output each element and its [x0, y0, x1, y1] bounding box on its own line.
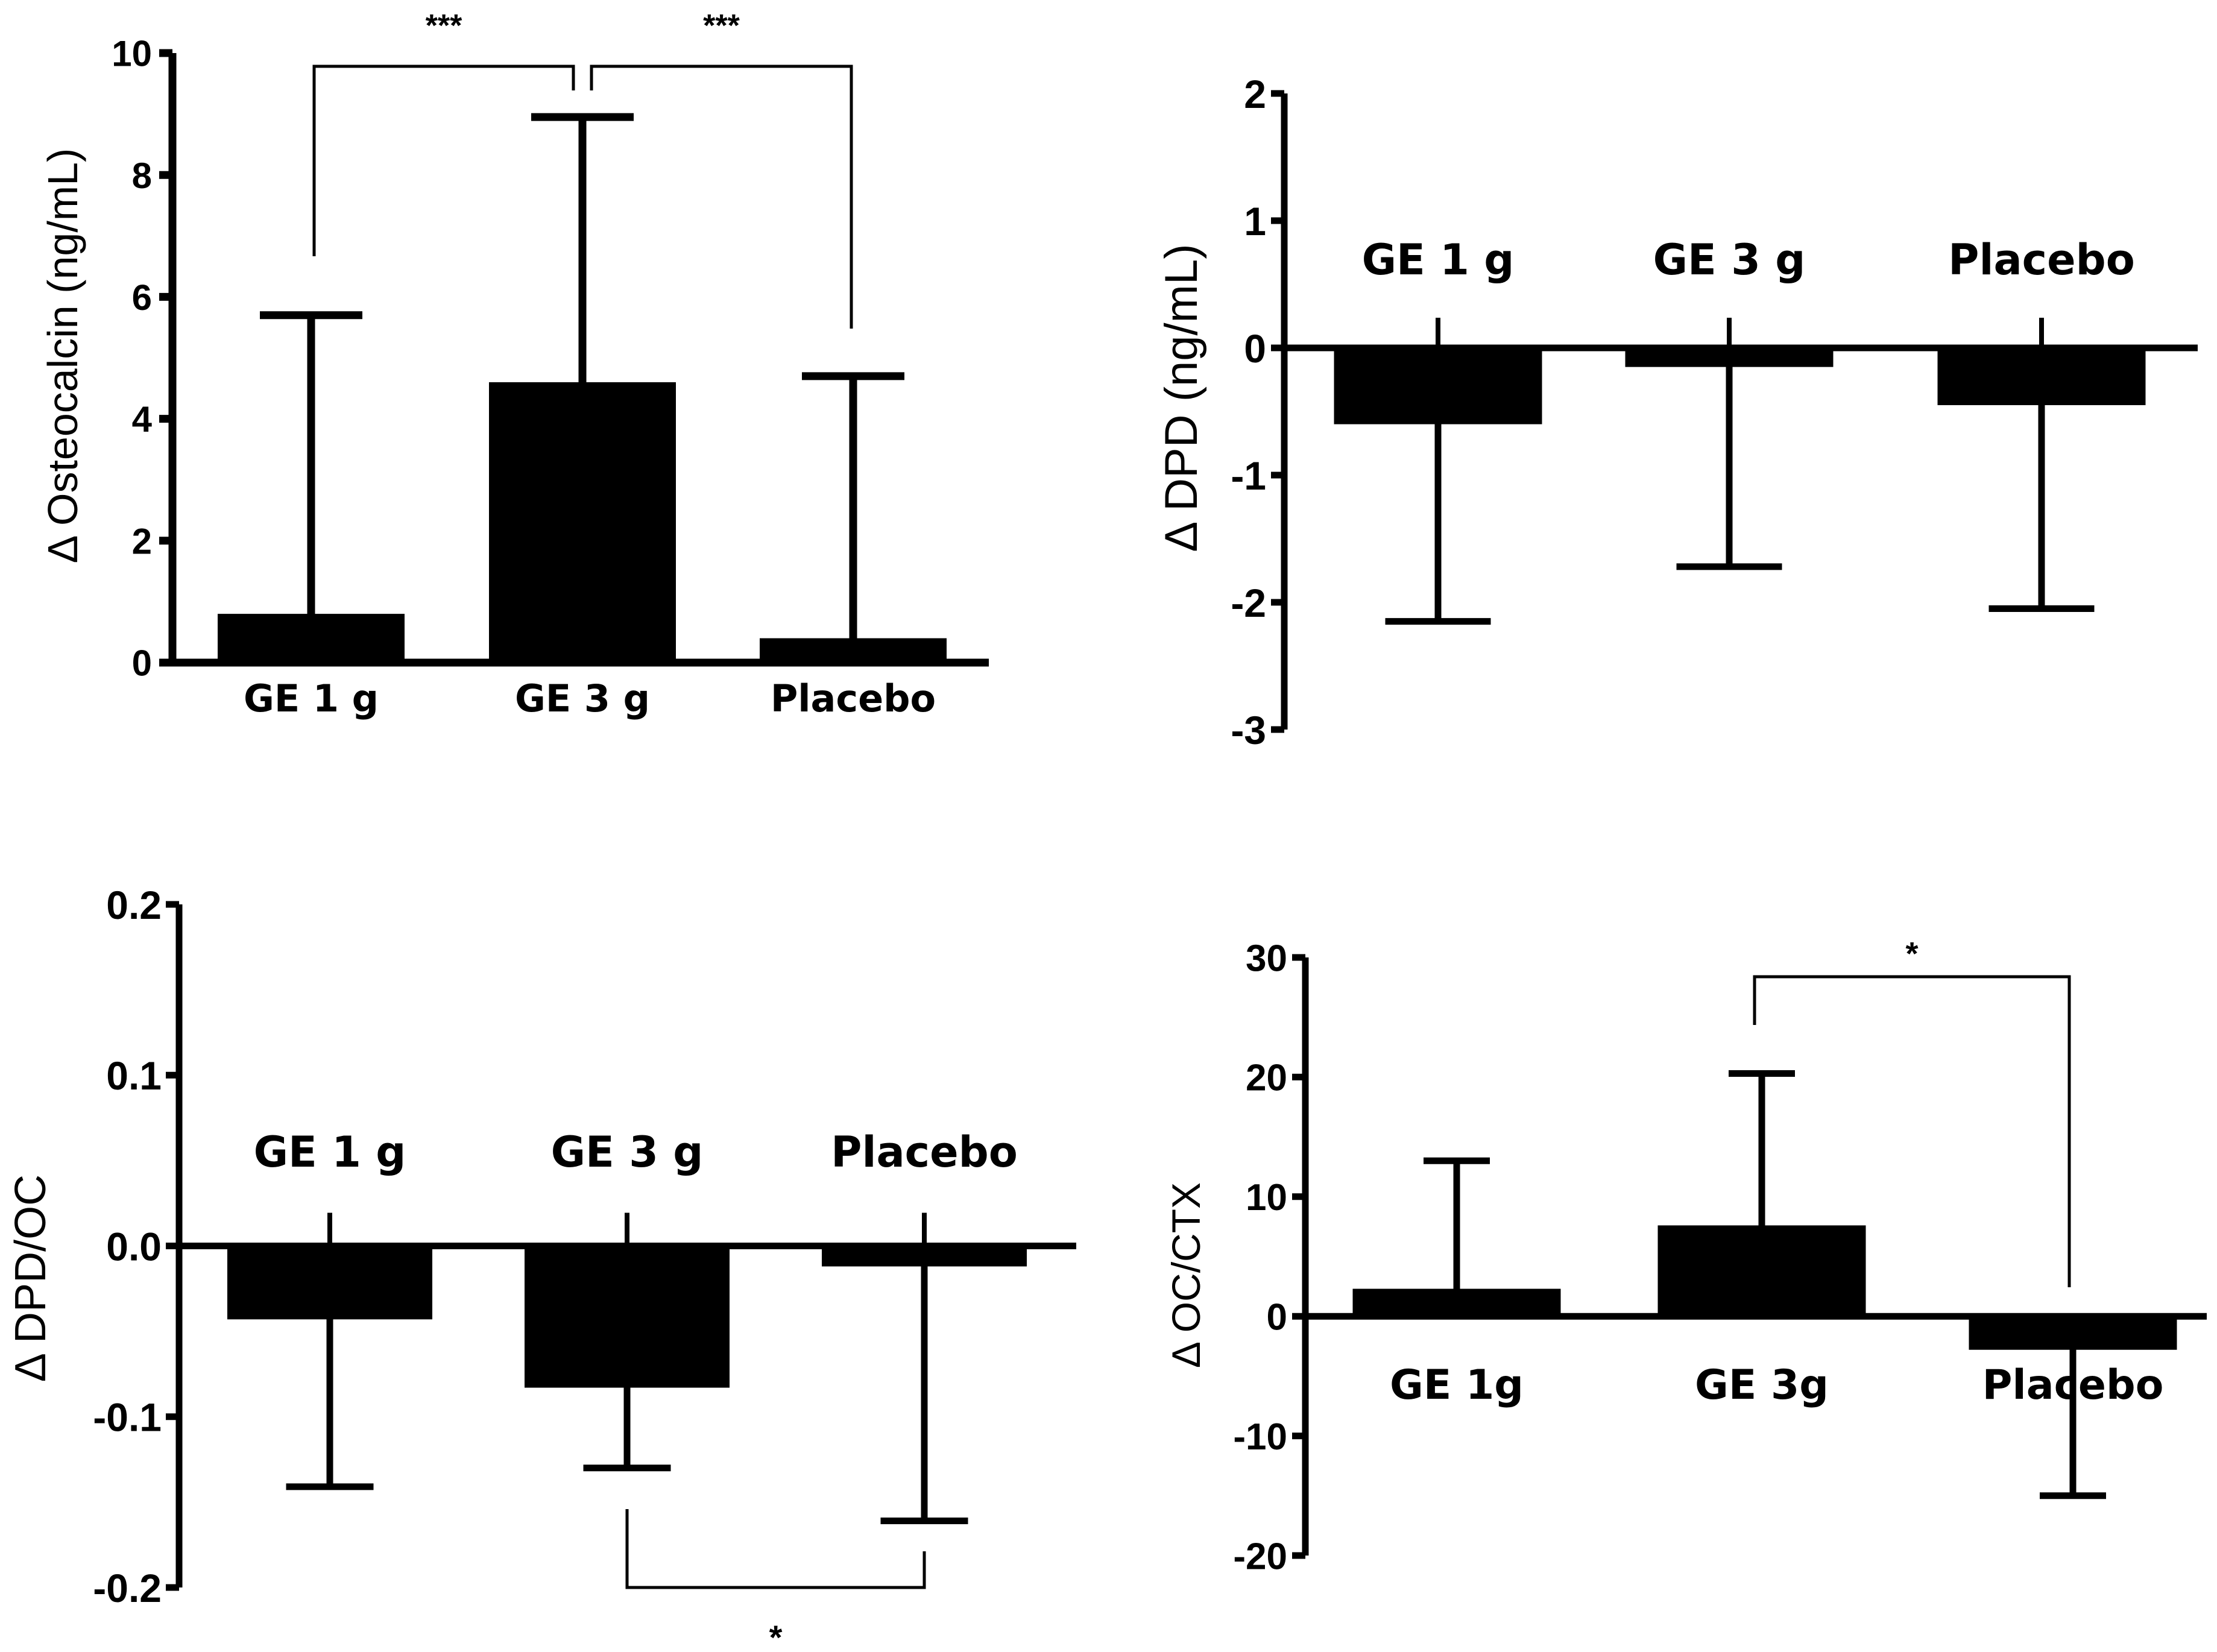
bar-ge-1-g — [1334, 348, 1542, 424]
y-tick-label: -10 — [1233, 1416, 1287, 1458]
category-label-ge-3-g: GE 3 g — [551, 1127, 704, 1177]
y-tick-label: -1 — [1231, 453, 1266, 498]
y-tick-label: 20 — [1246, 1058, 1287, 1099]
y-tick-label: 0 — [1267, 1297, 1287, 1338]
y-tick-label: 4 — [132, 399, 153, 440]
y-tick-label: 8 — [132, 156, 152, 196]
bar-ge-3-g — [1625, 348, 1834, 367]
category-label-ge-1g: GE 1g — [1390, 1361, 1524, 1409]
category-label-ge-3g: GE 3g — [1695, 1361, 1829, 1409]
bar-placebo — [1969, 1316, 2177, 1350]
y-tick-label: 10 — [1246, 1177, 1287, 1219]
category-label-ge-1-g: GE 1 g — [244, 676, 379, 720]
y-tick-label: 10 — [112, 34, 152, 74]
y-tick-label: 0.0 — [106, 1224, 162, 1269]
y-tick-label: -0.1 — [93, 1395, 162, 1440]
category-label-ge-1-g: GE 1 g — [254, 1127, 406, 1177]
y-tick-label: 1 — [1244, 199, 1266, 244]
category-label-placebo: Placebo — [1982, 1361, 2164, 1409]
significance-label: * — [1905, 936, 1918, 972]
y-tick-label: -0.2 — [93, 1566, 162, 1610]
bar-ge-3-g — [525, 1246, 730, 1388]
y-axis-label: Δ Osteocalcin (ng/mL) — [39, 148, 86, 564]
category-label-ge-3-g: GE 3 g — [1653, 235, 1806, 285]
category-label-placebo: Placebo — [771, 676, 936, 720]
bar-ge-3g — [1657, 1225, 1866, 1317]
y-tick-label: 30 — [1246, 938, 1287, 979]
significance-label: *** — [703, 8, 740, 43]
y-axis-label: Δ DPD (ng/mL) — [1156, 244, 1207, 552]
significance-bracket — [590, 65, 853, 329]
bar-placebo — [1937, 348, 2146, 405]
y-axis-label: Δ DPD/OC — [7, 1174, 55, 1382]
significance-bracket — [1753, 975, 2071, 1287]
y-tick-label: -3 — [1231, 708, 1266, 752]
category-label-placebo: Placebo — [831, 1127, 1018, 1177]
y-tick-label: 2 — [1244, 72, 1266, 116]
bar-ge-1-g — [218, 614, 405, 663]
chart-panel-bottom-left: -0.2 -0.1 0.0 0.1 0.2 Δ DPD/OC GE 1 g GE 3 g Pla… — [7, 883, 1076, 1652]
bar-ge-1g — [1352, 1288, 1561, 1317]
y-tick-label: -20 — [1233, 1536, 1287, 1577]
significance-bracket — [625, 1509, 926, 1589]
y-axis-label: Δ OC/CTX — [1164, 1182, 1208, 1368]
significance-bracket — [312, 65, 575, 256]
category-label-placebo: Placebo — [1948, 235, 2135, 285]
chart-panel-bottom-right: -20 -10 0 10 20 30 Δ OC/CTX GE 1g GE 3g Placebo * — [1164, 936, 2207, 1577]
y-tick-label: 0 — [1244, 326, 1266, 371]
chart-panel-top-right: -3 -2 -1 0 1 2 Δ DPD (ng/mL) GE 1 g GE 3 g Placeb… — [1156, 72, 2198, 752]
y-tick-label: 6 — [132, 277, 152, 318]
bar-ge-3-g — [489, 382, 676, 663]
y-tick-label: 0.1 — [106, 1053, 162, 1098]
bar-ge-1-g — [227, 1246, 432, 1320]
y-tick-label: 0.2 — [106, 883, 162, 927]
chart-panel-top-left: 0 2 4 6 8 10 Δ Osteocalcin (ng/mL) GE 1 g GE 3 g… — [39, 8, 989, 720]
y-tick-label: 2 — [132, 521, 152, 561]
bar-placebo — [760, 638, 947, 663]
category-label-ge-1-g: GE 1 g — [1362, 235, 1515, 285]
significance-label: *** — [426, 8, 462, 43]
y-tick-label: -2 — [1231, 581, 1266, 625]
category-label-ge-3-g: GE 3 g — [515, 676, 650, 720]
bar-placebo — [822, 1246, 1027, 1267]
significance-label: * — [769, 1618, 783, 1652]
y-tick-label: 0 — [132, 643, 152, 684]
